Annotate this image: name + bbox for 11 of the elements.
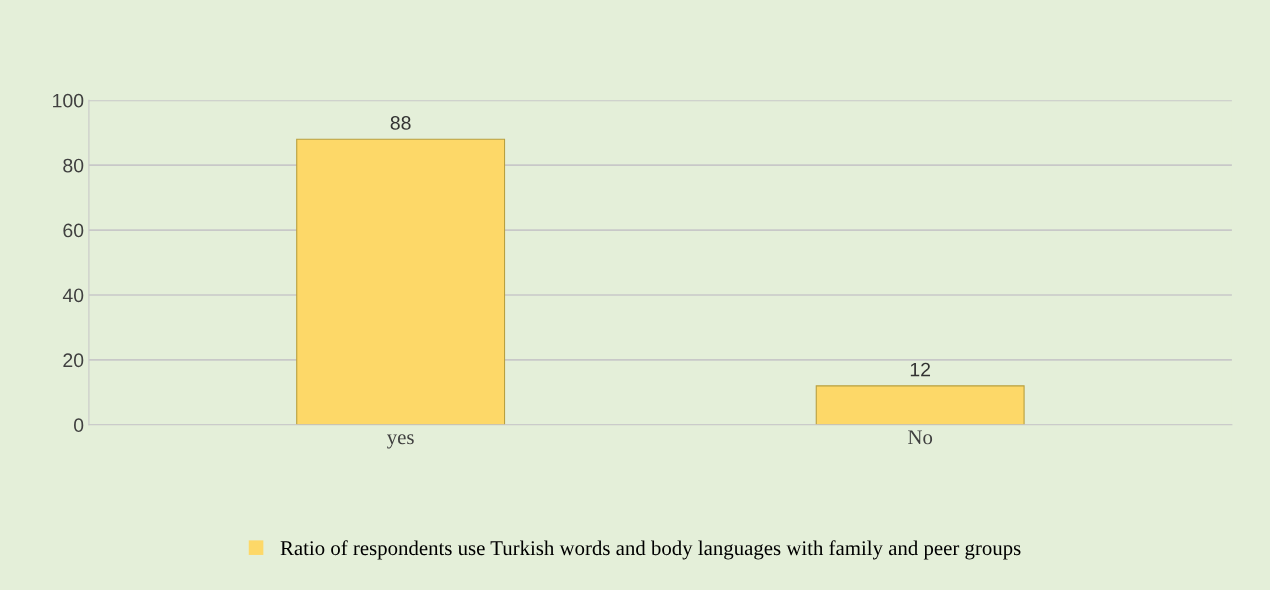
y-tick-label: 100 (53, 93, 84, 108)
legend-label: Ratio of respondents use Turkish words and body languages with family and peer groups (280, 540, 1021, 560)
y-tick-label: 20 (63, 353, 84, 368)
y-tick-label: 80 (63, 158, 84, 173)
x-tick-label: No (908, 430, 933, 445)
y-tick-label: 40 (62, 288, 84, 303)
y-tick-label: 0 (73, 418, 84, 433)
y-tick-label: 60 (63, 223, 84, 238)
data-label: 88 (390, 116, 411, 130)
x-tick-label: yes (386, 434, 414, 449)
data-label: 12 (910, 362, 931, 377)
